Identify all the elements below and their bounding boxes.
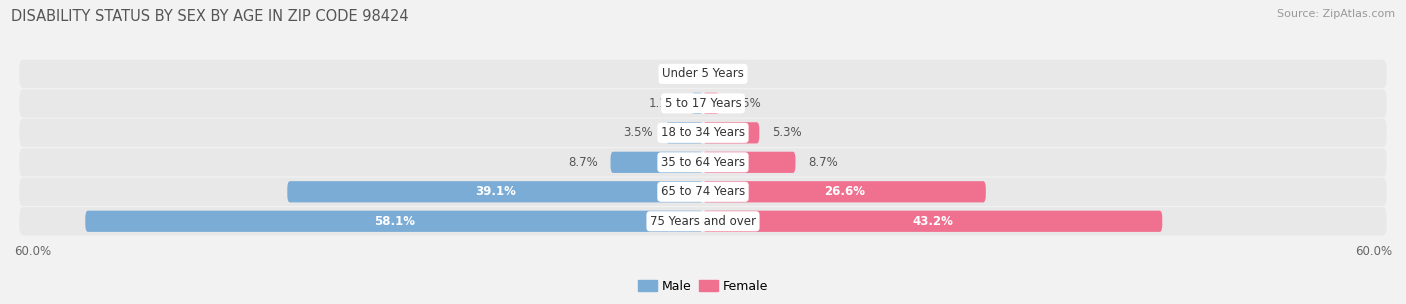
Text: DISABILITY STATUS BY SEX BY AGE IN ZIP CODE 98424: DISABILITY STATUS BY SEX BY AGE IN ZIP C… xyxy=(11,9,409,24)
Text: 75 Years and over: 75 Years and over xyxy=(650,215,756,228)
FancyBboxPatch shape xyxy=(20,148,1386,176)
Text: 18 to 34 Years: 18 to 34 Years xyxy=(661,126,745,139)
FancyBboxPatch shape xyxy=(703,122,759,143)
Text: 65 to 74 Years: 65 to 74 Years xyxy=(661,185,745,198)
Text: 58.1%: 58.1% xyxy=(374,215,415,228)
Text: 43.2%: 43.2% xyxy=(912,215,953,228)
Text: 60.0%: 60.0% xyxy=(1355,245,1392,258)
Text: 26.6%: 26.6% xyxy=(824,185,865,198)
Text: 1.1%: 1.1% xyxy=(648,97,679,110)
FancyBboxPatch shape xyxy=(20,178,1386,206)
Text: 0.0%: 0.0% xyxy=(661,67,690,80)
FancyBboxPatch shape xyxy=(20,207,1386,235)
Text: 1.5%: 1.5% xyxy=(731,97,762,110)
FancyBboxPatch shape xyxy=(703,211,1163,232)
Text: Under 5 Years: Under 5 Years xyxy=(662,67,744,80)
FancyBboxPatch shape xyxy=(20,119,1386,147)
FancyBboxPatch shape xyxy=(20,60,1386,88)
Text: 39.1%: 39.1% xyxy=(475,185,516,198)
Text: 0.0%: 0.0% xyxy=(716,67,745,80)
FancyBboxPatch shape xyxy=(703,152,796,173)
Legend: Male, Female: Male, Female xyxy=(633,275,773,298)
FancyBboxPatch shape xyxy=(692,93,703,114)
Text: 5 to 17 Years: 5 to 17 Years xyxy=(665,97,741,110)
Text: 8.7%: 8.7% xyxy=(808,156,838,169)
FancyBboxPatch shape xyxy=(610,152,703,173)
FancyBboxPatch shape xyxy=(86,211,703,232)
Text: 5.3%: 5.3% xyxy=(772,126,801,139)
Text: 60.0%: 60.0% xyxy=(14,245,51,258)
Text: 35 to 64 Years: 35 to 64 Years xyxy=(661,156,745,169)
Text: 8.7%: 8.7% xyxy=(568,156,598,169)
FancyBboxPatch shape xyxy=(20,89,1386,118)
Text: 3.5%: 3.5% xyxy=(623,126,652,139)
FancyBboxPatch shape xyxy=(666,122,703,143)
FancyBboxPatch shape xyxy=(703,93,718,114)
FancyBboxPatch shape xyxy=(287,181,703,202)
Text: Source: ZipAtlas.com: Source: ZipAtlas.com xyxy=(1277,9,1395,19)
FancyBboxPatch shape xyxy=(703,181,986,202)
